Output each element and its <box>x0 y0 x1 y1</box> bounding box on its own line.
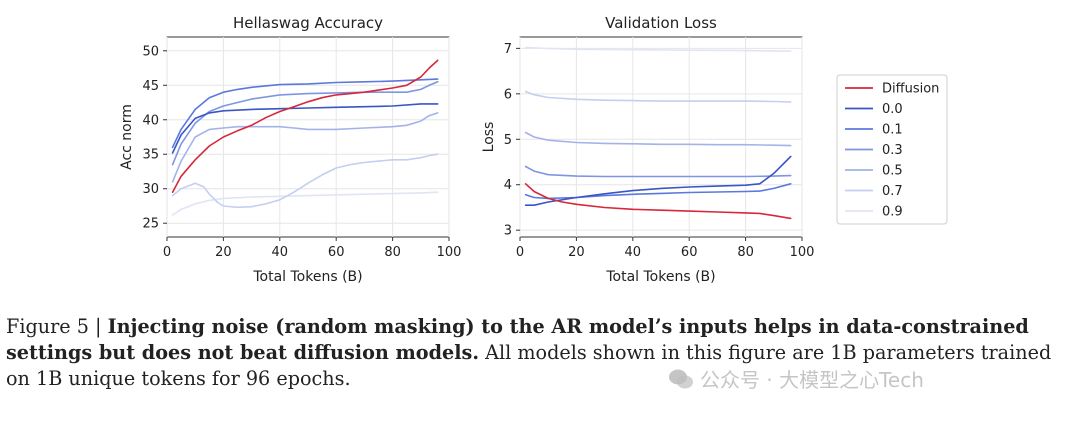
series-line-0-3 <box>171 81 439 166</box>
grid-lines <box>166 37 450 237</box>
wechat-icon <box>669 369 693 388</box>
series-line-0-9 <box>171 191 439 216</box>
y-tick-label: 3 <box>504 224 512 239</box>
x-tick-label: 0 <box>163 245 171 260</box>
y-tick-label: 30 <box>142 182 159 197</box>
legend-label-diffusion: Diffusion <box>882 82 939 97</box>
y-tick-label: 6 <box>504 87 512 102</box>
series-line-diffusion <box>524 183 792 220</box>
series-line-0-1 <box>524 183 792 200</box>
x-tick-label: 0 <box>516 245 524 260</box>
y-tick-label: 45 <box>142 79 159 94</box>
plot-frame <box>166 36 450 238</box>
x-tick-label: 20 <box>215 245 232 260</box>
series-line-0-5 <box>524 131 792 147</box>
x-axis-label: Total Tokens (B) <box>605 269 715 285</box>
series-line-0-5 <box>171 112 439 183</box>
x-tick-label: 60 <box>681 245 698 260</box>
plot-frame <box>519 36 803 238</box>
watermark-text: 公众号 · 大模型之心Tech <box>700 368 924 392</box>
y-tick-label: 35 <box>142 148 159 163</box>
caption-prefix: Figure 5 | <box>6 315 108 338</box>
series-line-0-3 <box>524 165 792 178</box>
y-axis-label: Acc norm <box>119 104 135 170</box>
legend-box <box>836 74 948 225</box>
y-axis-label: Loss <box>481 122 497 153</box>
x-tick-label: 100 <box>437 245 462 260</box>
series-line-0-0 <box>171 103 439 154</box>
y-tick-label: 7 <box>504 42 512 57</box>
x-tick-label: 80 <box>384 245 401 260</box>
series-line-0-7 <box>171 153 439 209</box>
series-layer <box>524 46 792 220</box>
series-layer <box>171 59 439 216</box>
chart-hellaswag-accuracy: Hellaswag Accuracy 0 20 40 60 80 100 25 30 35 40 4… <box>119 14 461 285</box>
legend-label-0-1: 0.1 <box>882 123 903 138</box>
chart-title: Validation Loss <box>605 14 717 32</box>
y-tick-label: 5 <box>504 133 512 148</box>
grid-lines <box>519 37 803 237</box>
x-axis-label: Total Tokens (B) <box>252 269 362 285</box>
x-tick-label: 80 <box>737 245 754 260</box>
axis-ticks: 0 20 40 60 80 100 25 30 35 40 45 50 <box>142 44 461 260</box>
series-line-0-7 <box>524 90 792 103</box>
series-line-0-1 <box>171 78 439 149</box>
x-tick-label: 40 <box>272 245 289 260</box>
x-tick-label: 20 <box>568 245 585 260</box>
y-tick-label: 25 <box>142 217 159 232</box>
legend-label-0-5: 0.5 <box>882 164 903 179</box>
x-tick-label: 60 <box>328 245 345 260</box>
caption-rest: All models shown in this figure are 1B p… <box>6 341 1052 390</box>
chart-validation-loss: Validation Loss 0 20 40 60 80 100 3 4 5 6 7 Total … <box>481 14 814 285</box>
figure-canvas: Hellaswag Accuracy 0 20 40 60 80 100253035404… <box>119 14 948 285</box>
series-line-diffusion <box>171 59 439 193</box>
legend-label-0-3: 0.3 <box>882 143 903 158</box>
legend-label-0-9: 0.9 <box>882 205 903 220</box>
figure-caption: Figure 5 | Injecting noise (random maski… <box>6 314 1074 392</box>
x-tick-label: 40 <box>625 245 642 260</box>
axis-ticks: 0 20 40 60 80 100 3 4 5 6 7 <box>504 42 815 260</box>
caption-bold: Injecting noise (random masking) to the … <box>6 315 1029 364</box>
watermark: 公众号 · 大模型之心Tech <box>668 364 924 393</box>
y-tick-label: 4 <box>504 178 512 193</box>
series-line-0-9 <box>524 46 792 52</box>
legend-label-0-7: 0.7 <box>882 184 903 199</box>
legend-label-0-0: 0.0 <box>882 102 903 117</box>
series-line-0-0 <box>524 155 792 206</box>
x-tick-label: 100 <box>790 245 815 260</box>
chart-title: Hellaswag Accuracy <box>233 14 383 32</box>
y-tick-label: 40 <box>142 113 159 128</box>
y-tick-label: 50 <box>142 44 159 59</box>
legend: Diffusion 0.0 0.1 0.3 0.5 0.7 0.9 <box>836 74 948 225</box>
